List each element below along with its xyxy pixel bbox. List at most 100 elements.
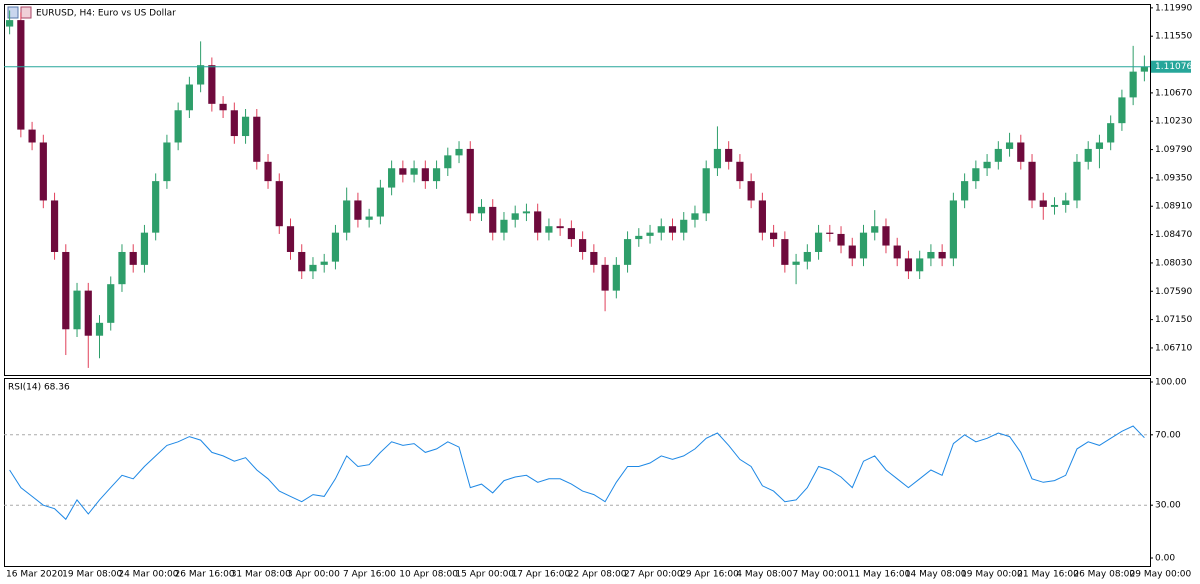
candle-body [241, 116, 250, 137]
candle-body [230, 110, 238, 137]
candle-body [882, 226, 890, 246]
candle-body [983, 161, 991, 169]
candle-body [118, 251, 126, 285]
candle-body [219, 103, 227, 111]
candle-body [511, 213, 519, 220]
candle-body [264, 161, 272, 182]
candle-body [432, 168, 441, 182]
candle-body [286, 226, 295, 252]
rsi-line [9, 425, 1145, 521]
candle-body [702, 168, 710, 214]
candle-body [713, 148, 722, 169]
candle-body [1039, 200, 1047, 207]
candle-body [6, 20, 14, 27]
y-tick-label: 1.11990 [1155, 3, 1192, 13]
main-panel [4, 4, 1151, 376]
candle-body [489, 206, 497, 233]
x-tick-label: 4 May 08:00 [736, 570, 792, 580]
x-tick-label: 31 Mar 08:00 [231, 570, 291, 580]
price-label: 1.11076 [1155, 62, 1192, 72]
candle-body [848, 245, 856, 259]
candle-body [803, 251, 811, 262]
candle-body [399, 168, 407, 175]
x-tick-label: 7 May 00:00 [792, 570, 848, 580]
candle-body [590, 251, 598, 265]
candle-body [623, 239, 632, 265]
candle-body [1118, 97, 1126, 124]
candle-body [1129, 71, 1137, 98]
x-tick-label: 11 May 16:00 [849, 570, 911, 580]
candle-body [814, 232, 823, 252]
candle-body [927, 251, 935, 259]
rsi-title: RSI(14) 68.36 [8, 383, 70, 393]
candle-body [253, 116, 261, 162]
candle-body [95, 322, 104, 336]
x-tick-label: 19 May 00:00 [961, 570, 1023, 580]
candle-body [904, 258, 913, 272]
candle-body [534, 211, 542, 233]
x-tick-label: 26 Mar 16:00 [175, 570, 235, 580]
candle-body [522, 211, 531, 214]
candle-body [28, 129, 36, 143]
x-tick-label: 17 Apr 16:00 [512, 570, 571, 580]
candle-body [949, 200, 957, 259]
candle-body [455, 148, 463, 156]
candle-body [916, 258, 924, 272]
y-tick-label: 1.10670 [1155, 88, 1192, 98]
candle-body [275, 181, 283, 227]
symbol-icon [7, 6, 32, 19]
x-tick-label: 26 May 08:00 [1073, 570, 1135, 580]
candle-body [601, 264, 609, 291]
candle-body [500, 219, 508, 233]
candle-body [388, 168, 396, 188]
candle-body [725, 148, 733, 162]
candle-body [837, 233, 845, 246]
y-tick-label: 1.08910 [1155, 202, 1192, 212]
candle-body [668, 226, 677, 233]
candle-body [152, 181, 160, 233]
candle-body [961, 181, 969, 201]
candle-body [410, 168, 418, 175]
candle-body [556, 226, 564, 229]
candle-body [309, 264, 317, 272]
candle-body [84, 290, 92, 336]
y-tick-label: 0.00 [1155, 554, 1175, 564]
candle-body [792, 261, 800, 265]
y-tick-label: 1.09790 [1155, 145, 1192, 155]
candle-body [1017, 142, 1025, 162]
y-tick-label: 1.06710 [1155, 343, 1192, 353]
x-tick-label: 29 May 00:00 [1130, 570, 1192, 580]
candle-body [107, 284, 115, 323]
candle-body [444, 155, 452, 169]
candle-body [73, 290, 81, 330]
candle-body [1140, 66, 1148, 72]
candle-body [567, 228, 575, 240]
y-tick-label: 1.11550 [1155, 32, 1192, 42]
x-tick-label: 10 Apr 08:00 [399, 570, 458, 580]
x-tick-label: 21 May 16:00 [1017, 570, 1079, 580]
candle-body [1107, 123, 1115, 143]
x-tick-label: 15 Apr 00:00 [455, 570, 514, 580]
candle-body [376, 187, 384, 217]
y-tick-label: 1.07150 [1155, 315, 1192, 325]
candle-body [680, 219, 688, 233]
candle-body [545, 226, 553, 233]
candle-body [466, 148, 474, 214]
candle-body [1050, 204, 1059, 207]
y-tick-label: 1.07590 [1155, 287, 1192, 297]
candle-body [938, 251, 946, 259]
candle-body [331, 232, 340, 262]
chart-title: EURUSD, H4: Euro vs US Dollar [36, 9, 176, 19]
x-tick-label: 19 Mar 08:00 [62, 570, 122, 580]
candle-body [140, 232, 149, 265]
y-tick-label: 1.09350 [1155, 173, 1192, 183]
candle-body [477, 206, 486, 214]
y-tick-label: 70.00 [1155, 430, 1181, 440]
candle-body [612, 264, 620, 291]
candle-body [770, 232, 778, 240]
candle-body [579, 239, 587, 252]
y-tick-label: 1.08030 [1155, 258, 1192, 268]
candle-body [365, 216, 373, 220]
candle-body [1028, 161, 1036, 201]
candle-body [758, 200, 766, 233]
